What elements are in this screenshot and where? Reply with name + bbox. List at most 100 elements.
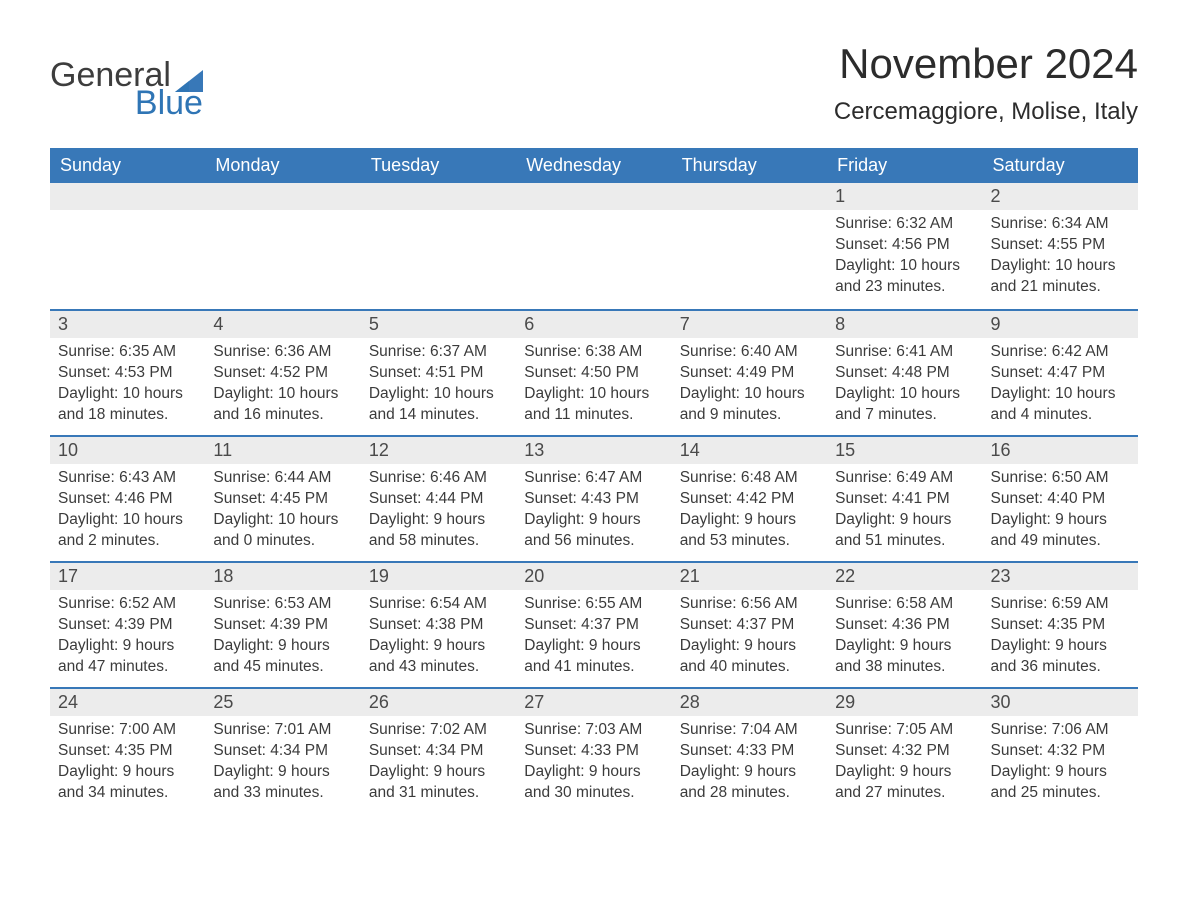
sunrise-text: Sunrise: 7:03 AM [524,720,663,741]
calendar-day-cell: 18Sunrise: 6:53 AMSunset: 4:39 PMDayligh… [205,561,360,687]
daylight-text: Daylight: 9 hours and 27 minutes. [835,762,974,804]
sunset-text: Sunset: 4:37 PM [524,615,663,636]
day-details: Sunrise: 6:32 AMSunset: 4:56 PMDaylight:… [827,210,982,304]
sunrise-text: Sunrise: 6:52 AM [58,594,197,615]
day-details: Sunrise: 6:59 AMSunset: 4:35 PMDaylight:… [983,590,1138,684]
day-details: Sunrise: 6:43 AMSunset: 4:46 PMDaylight:… [50,464,205,558]
daylight-text: Daylight: 9 hours and 56 minutes. [524,510,663,552]
daylight-text: Daylight: 9 hours and 34 minutes. [58,762,197,804]
calendar-day-cell: 11Sunrise: 6:44 AMSunset: 4:45 PMDayligh… [205,435,360,561]
calendar-day-cell: 1Sunrise: 6:32 AMSunset: 4:56 PMDaylight… [827,183,982,309]
calendar-day-cell: 12Sunrise: 6:46 AMSunset: 4:44 PMDayligh… [361,435,516,561]
calendar-week-row: 3Sunrise: 6:35 AMSunset: 4:53 PMDaylight… [50,309,1138,435]
header-row: General Blue November 2024 Cercemaggiore… [50,40,1138,126]
sunrise-text: Sunrise: 6:53 AM [213,594,352,615]
sunset-text: Sunset: 4:50 PM [524,363,663,384]
daylight-text: Daylight: 10 hours and 4 minutes. [991,384,1130,426]
day-details: Sunrise: 6:46 AMSunset: 4:44 PMDaylight:… [361,464,516,558]
empty-day-head [50,183,205,210]
sunset-text: Sunset: 4:41 PM [835,489,974,510]
day-of-week-row: Sunday Monday Tuesday Wednesday Thursday… [50,148,1138,183]
day-number: 25 [205,687,360,716]
day-number: 6 [516,309,671,338]
sunset-text: Sunset: 4:56 PM [835,235,974,256]
daylight-text: Daylight: 10 hours and 18 minutes. [58,384,197,426]
sunrise-text: Sunrise: 6:34 AM [991,214,1130,235]
day-details: Sunrise: 6:38 AMSunset: 4:50 PMDaylight:… [516,338,671,432]
calendar-day-cell [205,183,360,309]
sunset-text: Sunset: 4:42 PM [680,489,819,510]
day-number: 18 [205,561,360,590]
daylight-text: Daylight: 10 hours and 0 minutes. [213,510,352,552]
day-details: Sunrise: 7:00 AMSunset: 4:35 PMDaylight:… [50,716,205,810]
day-number: 3 [50,309,205,338]
calendar-day-cell: 29Sunrise: 7:05 AMSunset: 4:32 PMDayligh… [827,687,982,813]
day-number: 5 [361,309,516,338]
daylight-text: Daylight: 10 hours and 16 minutes. [213,384,352,426]
daylight-text: Daylight: 9 hours and 53 minutes. [680,510,819,552]
sunrise-text: Sunrise: 6:56 AM [680,594,819,615]
sunrise-text: Sunrise: 6:59 AM [991,594,1130,615]
calendar-day-cell: 9Sunrise: 6:42 AMSunset: 4:47 PMDaylight… [983,309,1138,435]
day-details: Sunrise: 6:52 AMSunset: 4:39 PMDaylight:… [50,590,205,684]
daylight-text: Daylight: 9 hours and 31 minutes. [369,762,508,804]
day-number: 14 [672,435,827,464]
calendar-day-cell: 15Sunrise: 6:49 AMSunset: 4:41 PMDayligh… [827,435,982,561]
calendar-week-row: 17Sunrise: 6:52 AMSunset: 4:39 PMDayligh… [50,561,1138,687]
day-number: 21 [672,561,827,590]
location-subtitle: Cercemaggiore, Molise, Italy [834,98,1138,126]
calendar-day-cell: 14 Sunrise: 6:48 AMSunset: 4:42 PMDayligh… [672,435,827,561]
day-number: 2 [983,183,1138,210]
day-number: 13 [516,435,671,464]
day-number: 30 [983,687,1138,716]
calendar-day-cell: 23Sunrise: 6:59 AMSunset: 4:35 PMDayligh… [983,561,1138,687]
sunset-text: Sunset: 4:37 PM [680,615,819,636]
day-number: 8 [827,309,982,338]
calendar-body: 1Sunrise: 6:32 AMSunset: 4:56 PMDaylight… [50,183,1138,813]
calendar-day-cell: 22Sunrise: 6:58 AMSunset: 4:36 PMDayligh… [827,561,982,687]
calendar-day-cell: 19Sunrise: 6:54 AMSunset: 4:38 PMDayligh… [361,561,516,687]
day-number: 19 [361,561,516,590]
calendar-day-cell: 5Sunrise: 6:37 AMSunset: 4:51 PMDaylight… [361,309,516,435]
sunrise-text: Sunrise: 7:04 AM [680,720,819,741]
calendar-week-row: 1Sunrise: 6:32 AMSunset: 4:56 PMDaylight… [50,183,1138,309]
sunset-text: Sunset: 4:34 PM [213,741,352,762]
sunset-text: Sunset: 4:52 PM [213,363,352,384]
calendar-table: Sunday Monday Tuesday Wednesday Thursday… [50,148,1138,813]
calendar-page: General Blue November 2024 Cercemaggiore… [0,0,1188,863]
sunrise-text: Sunrise: 6:49 AM [835,468,974,489]
sunset-text: Sunset: 4:36 PM [835,615,974,636]
sunrise-text: Sunrise: 6:42 AM [991,342,1130,363]
calendar-day-cell [516,183,671,309]
day-number: 12 [361,435,516,464]
daylight-text: Daylight: 10 hours and 2 minutes. [58,510,197,552]
empty-day-head [205,183,360,210]
sunrise-text: Sunrise: 7:01 AM [213,720,352,741]
sunset-text: Sunset: 4:35 PM [991,615,1130,636]
sunrise-text: Sunrise: 6:48 AM [680,468,819,489]
sunset-text: Sunset: 4:38 PM [369,615,508,636]
sunrise-text: Sunrise: 6:36 AM [213,342,352,363]
sunrise-text: Sunrise: 6:43 AM [58,468,197,489]
empty-day-head [516,183,671,210]
empty-day-head [361,183,516,210]
dow-sunday: Sunday [50,148,205,183]
sunset-text: Sunset: 4:55 PM [991,235,1130,256]
daylight-text: Daylight: 9 hours and 28 minutes. [680,762,819,804]
day-number: 26 [361,687,516,716]
sunset-text: Sunset: 4:39 PM [213,615,352,636]
daylight-text: Daylight: 9 hours and 51 minutes. [835,510,974,552]
sunset-text: Sunset: 4:35 PM [58,741,197,762]
sunset-text: Sunset: 4:48 PM [835,363,974,384]
day-details: Sunrise: 6:53 AMSunset: 4:39 PMDaylight:… [205,590,360,684]
sunset-text: Sunset: 4:32 PM [835,741,974,762]
sunrise-text: Sunrise: 6:37 AM [369,342,508,363]
sunrise-text: Sunrise: 6:44 AM [213,468,352,489]
day-details: Sunrise: 6:55 AMSunset: 4:37 PMDaylight:… [516,590,671,684]
sunset-text: Sunset: 4:39 PM [58,615,197,636]
day-number: 17 [50,561,205,590]
sunrise-text: Sunrise: 6:50 AM [991,468,1130,489]
day-number: 7 [672,309,827,338]
calendar-day-cell [672,183,827,309]
calendar-day-cell: 25Sunrise: 7:01 AMSunset: 4:34 PMDayligh… [205,687,360,813]
